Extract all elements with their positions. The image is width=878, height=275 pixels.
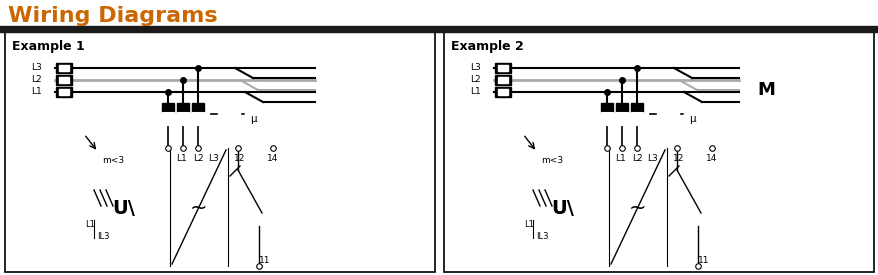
Text: L1: L1 [176, 154, 187, 163]
Bar [59, 65, 68, 71]
Bar [494, 87, 510, 97]
Text: M: M [756, 81, 774, 99]
Text: 12: 12 [234, 154, 245, 163]
Text: L3: L3 [32, 64, 42, 73]
Text: m<3: m<3 [540, 156, 563, 165]
Bar [218, 105, 240, 123]
Bar [59, 89, 68, 95]
Circle shape [682, 110, 700, 128]
Text: L2: L2 [631, 154, 642, 163]
Bar [443, 32, 873, 272]
Text: ~: ~ [190, 198, 207, 218]
Text: Wiring Diagrams: Wiring Diagrams [8, 6, 218, 26]
Bar [601, 103, 612, 112]
Bar [498, 65, 507, 71]
Text: m<3: m<3 [102, 156, 124, 165]
Bar [498, 89, 507, 95]
Text: 14: 14 [706, 154, 716, 163]
Bar [615, 103, 627, 112]
Text: μ: μ [687, 114, 694, 124]
Bar [56, 63, 72, 73]
Bar [191, 103, 204, 112]
Text: 14: 14 [267, 154, 278, 163]
Text: L1: L1 [523, 220, 533, 229]
Bar [56, 75, 72, 85]
Text: L1: L1 [615, 154, 626, 163]
Bar [615, 112, 627, 125]
Text: Example 2: Example 2 [450, 40, 523, 53]
Circle shape [745, 70, 785, 110]
Bar [5, 32, 435, 272]
Text: 11: 11 [259, 256, 270, 265]
Text: Example 1: Example 1 [12, 40, 84, 53]
Bar [494, 63, 510, 73]
Bar [80, 148, 284, 266]
Bar [498, 77, 507, 83]
Circle shape [244, 110, 262, 128]
Bar [630, 112, 643, 125]
Text: μ: μ [249, 114, 256, 124]
Text: L2: L2 [192, 154, 203, 163]
Text: IL3: IL3 [536, 232, 548, 241]
Bar [59, 77, 68, 83]
Text: 11: 11 [697, 256, 709, 265]
Text: L3: L3 [208, 154, 220, 163]
Text: L1: L1 [85, 220, 95, 229]
Bar [176, 103, 189, 112]
Text: IL3: IL3 [97, 232, 110, 241]
Text: L2: L2 [32, 76, 42, 84]
Text: 12: 12 [673, 154, 684, 163]
Text: L3: L3 [647, 154, 658, 163]
Text: L1: L1 [470, 87, 480, 97]
Bar [656, 105, 678, 123]
Bar [162, 112, 174, 125]
Text: U\: U\ [551, 199, 573, 218]
Bar [518, 148, 723, 266]
Bar [56, 87, 72, 97]
Bar [601, 112, 612, 125]
Text: L1: L1 [32, 87, 42, 97]
Bar [162, 103, 174, 112]
Bar [176, 112, 189, 125]
Text: L3: L3 [470, 64, 480, 73]
Text: L2: L2 [470, 76, 480, 84]
Bar [191, 112, 204, 125]
Text: ~: ~ [629, 198, 645, 218]
Text: U\: U\ [112, 199, 134, 218]
Bar [630, 103, 643, 112]
Bar [494, 75, 510, 85]
Bar [0, 26, 878, 32]
